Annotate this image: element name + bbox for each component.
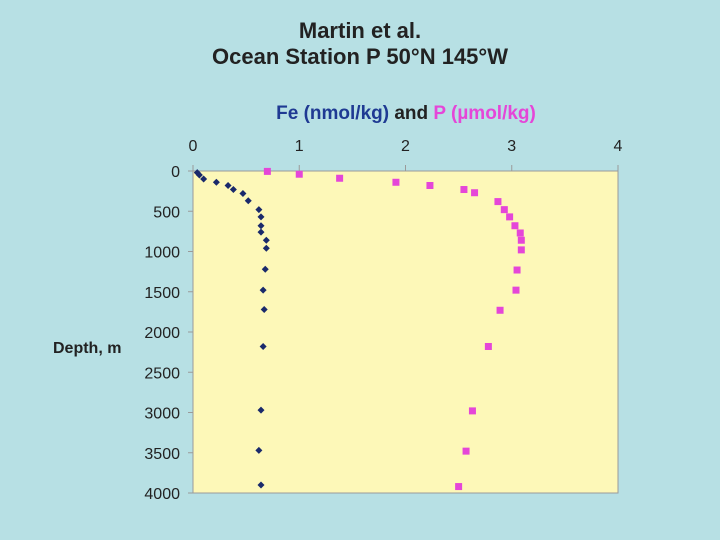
- fe-data-point: [257, 406, 265, 414]
- chart-title: Martin et al. Ocean Station P 50°N 145°W: [0, 18, 720, 70]
- p-data-point: [517, 246, 525, 254]
- p-series: [263, 167, 525, 491]
- fe-data-point: [257, 228, 265, 236]
- y-axis: 0 500 1000 1500 2000 2500 3000 3500 4000: [144, 164, 193, 503]
- p-data-point: [511, 222, 519, 230]
- subtitle-p: P (µmol/kg): [433, 103, 536, 124]
- p-data-point: [494, 198, 502, 206]
- fe-data-point: [262, 236, 270, 244]
- p-data-point: [500, 206, 508, 214]
- p-data-point: [455, 483, 463, 491]
- fe-data-point: [255, 446, 263, 454]
- fe-data-point: [195, 171, 203, 179]
- fe-data-point: [212, 178, 220, 186]
- p-data-point: [471, 189, 479, 197]
- fe-data-point: [244, 197, 252, 205]
- p-data-point: [336, 174, 344, 182]
- p-data-point: [517, 236, 525, 244]
- p-data-point: [516, 229, 524, 237]
- p-data-point: [513, 266, 521, 274]
- subtitle-fe: Fe (nmol/kg): [276, 103, 390, 124]
- fe-data-point: [259, 342, 267, 350]
- fe-data-point: [229, 186, 237, 194]
- y-tick-label: 3000: [144, 406, 180, 423]
- x-tick-label: 1: [295, 138, 304, 155]
- fe-data-point: [257, 213, 265, 221]
- y-tick-label: 500: [153, 204, 180, 221]
- fe-data-point: [224, 181, 232, 189]
- p-data-point: [426, 181, 434, 189]
- y-tick-label: 0: [171, 164, 180, 181]
- y-tick-label: 4000: [144, 486, 180, 503]
- y-tick-label: 1500: [144, 285, 180, 302]
- title-line-2: Ocean Station P 50°N 145°W: [212, 44, 508, 69]
- y-tick-label: 3500: [144, 446, 180, 463]
- y-tick-label: 2500: [144, 365, 180, 382]
- title-line-1: Martin et al.: [298, 18, 422, 43]
- fe-data-point: [262, 244, 270, 252]
- p-data-point: [496, 306, 504, 314]
- fe-series: [193, 169, 270, 489]
- p-data-point: [506, 213, 514, 221]
- chart-subtitle: Fe (nmol/kg) and P (µmol/kg): [0, 103, 720, 125]
- p-data-point: [484, 342, 492, 350]
- fe-data-point: [257, 222, 265, 230]
- y-tick-label: 1000: [144, 245, 180, 262]
- fe-data-point: [255, 206, 263, 214]
- p-data-point: [263, 167, 271, 175]
- p-data-point: [468, 407, 476, 415]
- x-tick-label: 0: [189, 138, 198, 155]
- fe-data-point: [259, 286, 267, 294]
- p-data-point: [392, 178, 400, 186]
- plot-area: [192, 170, 619, 494]
- p-data-point: [512, 286, 520, 294]
- x-axis: 0 1 2 3 4: [189, 138, 623, 171]
- fe-data-point: [200, 175, 208, 183]
- fe-data-point: [260, 305, 268, 313]
- x-tick-label: 4: [614, 138, 623, 155]
- subtitle-and: and: [394, 103, 429, 124]
- x-tick-label: 3: [507, 138, 516, 155]
- y-axis-label: Depth, m: [53, 340, 121, 357]
- y-tick-label: 2000: [144, 325, 180, 342]
- p-data-point: [462, 447, 470, 455]
- fe-data-point: [257, 481, 265, 489]
- x-tick-label: 2: [401, 138, 410, 155]
- fe-data-point: [239, 190, 247, 198]
- p-data-point: [460, 186, 468, 194]
- p-data-point: [295, 170, 303, 178]
- fe-data-point: [261, 265, 269, 273]
